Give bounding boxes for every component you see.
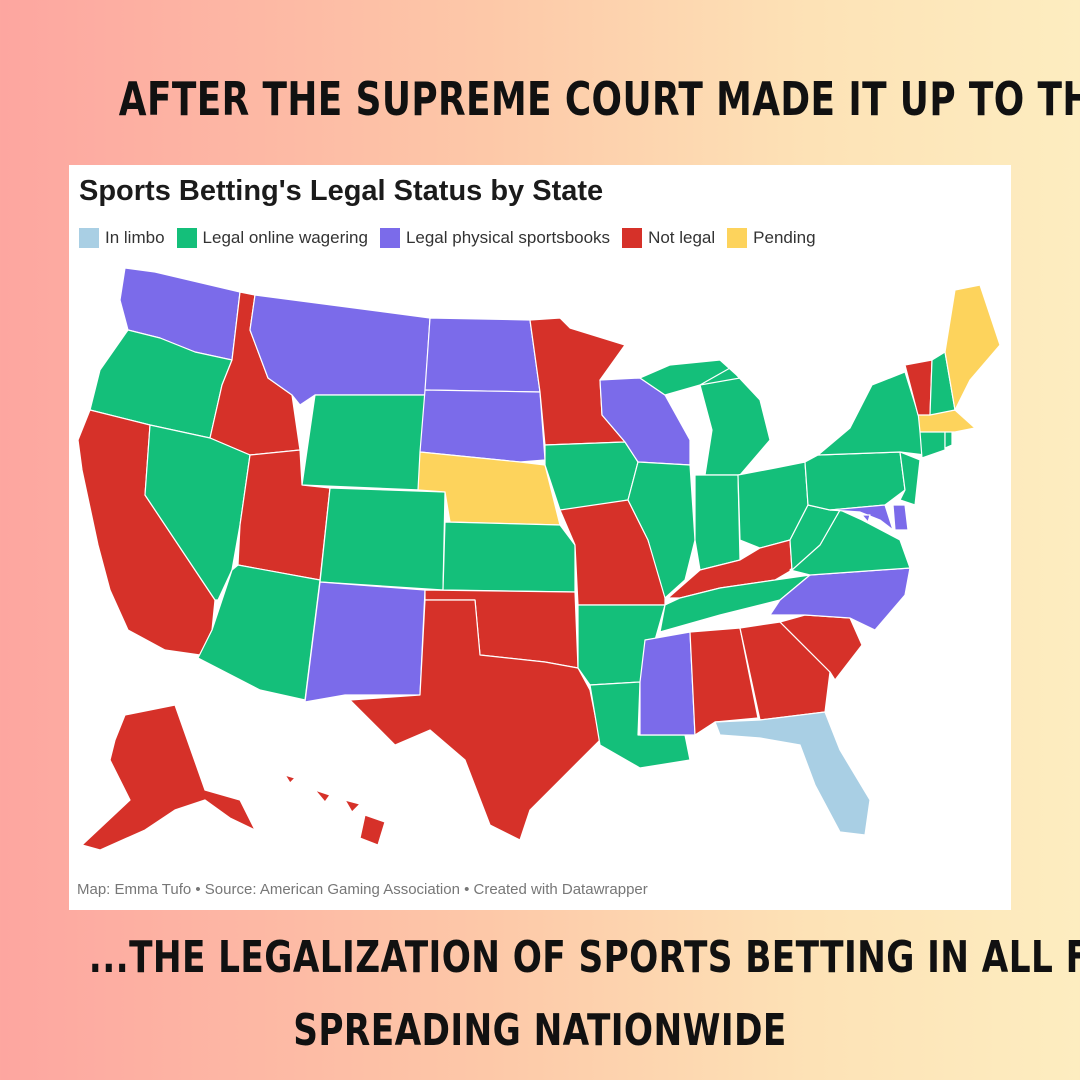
state-ND bbox=[424, 317, 541, 393]
legend-label-limbo: In limbo bbox=[105, 228, 165, 247]
state-MS bbox=[639, 631, 696, 736]
legend-item-physical: Legal physical sportsbooks bbox=[379, 228, 611, 248]
bottom-headline-line1: ...THE LEGALIZATION OF SPORTS BETTING IN… bbox=[88, 932, 1080, 983]
state-DC bbox=[861, 514, 871, 523]
state-NY bbox=[817, 371, 926, 456]
map-title: Sports Betting's Legal Status by State bbox=[79, 175, 604, 207]
legend-item-pending: Pending bbox=[727, 228, 816, 248]
map-card: Sports Betting's Legal Status by State I… bbox=[69, 165, 1011, 910]
legend-label-online: Legal online wagering bbox=[202, 228, 368, 247]
legend: In limbo Legal online wagering Legal phy… bbox=[79, 228, 828, 248]
state-SD bbox=[419, 389, 546, 463]
us-map-svg bbox=[77, 267, 1001, 851]
state-AK bbox=[81, 704, 256, 851]
legend-label-notlegal: Not legal bbox=[648, 228, 716, 247]
legend-label-physical: Legal physical sportsbooks bbox=[405, 228, 611, 247]
legend-swatch-pending bbox=[727, 228, 748, 248]
state-IA bbox=[544, 441, 639, 511]
state-MI bbox=[639, 359, 771, 476]
state-DE bbox=[892, 504, 909, 531]
state-NJ bbox=[899, 451, 921, 506]
legend-swatch-limbo bbox=[79, 228, 99, 248]
state-NM bbox=[304, 581, 426, 703]
bottom-headline-line2: SPREADING NATIONWIDE bbox=[293, 1005, 787, 1056]
state-IN bbox=[694, 474, 741, 571]
legend-swatch-physical bbox=[379, 228, 400, 248]
state-AL bbox=[689, 627, 759, 736]
legend-swatch-online bbox=[176, 228, 197, 248]
state-CO bbox=[319, 487, 446, 591]
state-ME bbox=[944, 284, 1001, 411]
state-FL bbox=[714, 711, 871, 836]
state-WY bbox=[301, 394, 426, 491]
state-PA bbox=[804, 451, 906, 511]
state-TX bbox=[349, 599, 601, 841]
top-headline: AFTER THE SUPREME COURT MADE IT UP TO TH… bbox=[118, 72, 1080, 126]
state-IL bbox=[627, 461, 696, 599]
legend-item-limbo: In limbo bbox=[79, 228, 165, 248]
state-GA bbox=[739, 621, 831, 721]
legend-item-notlegal: Not legal bbox=[622, 228, 715, 248]
legend-swatch-notlegal bbox=[622, 228, 643, 248]
state-MD bbox=[829, 504, 894, 531]
state-KS bbox=[442, 521, 576, 593]
legend-item-online: Legal online wagering bbox=[176, 228, 368, 248]
state-HI bbox=[284, 774, 386, 846]
map-footer: Map: Emma Tufo • Source: American Gaming… bbox=[77, 881, 648, 898]
us-map bbox=[69, 260, 1011, 860]
legend-label-pending: Pending bbox=[753, 228, 816, 247]
